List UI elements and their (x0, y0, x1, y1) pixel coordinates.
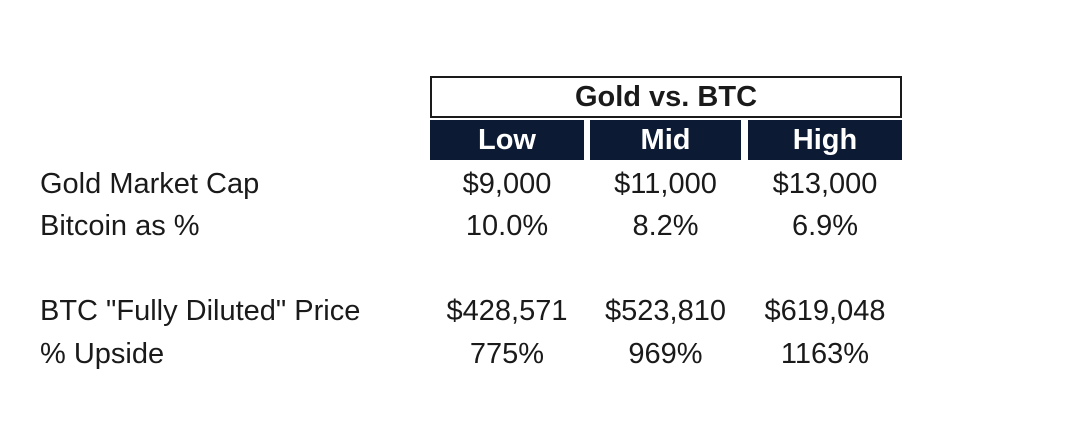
cell-high: $13,000 (772, 168, 878, 200)
column-header-high: High (748, 120, 902, 160)
column-header-row: Low Mid High (0, 120, 1074, 160)
cell-mid: $11,000 (614, 168, 717, 200)
table-title: Gold vs. BTC (430, 76, 902, 118)
cell-low: $9,000 (462, 168, 552, 200)
row-label: Bitcoin as % (40, 210, 200, 242)
row-label: % Upside (40, 338, 165, 370)
column-header-mid: Mid (590, 120, 741, 160)
cell-low: 775% (469, 338, 545, 370)
table-row-gold-market-cap: Gold Market Cap $9,000 $11,000 $13,000 (0, 164, 1074, 204)
row-label: BTC "Fully Diluted" Price (40, 295, 361, 327)
cell-low: $428,571 (446, 295, 568, 327)
table-row-percent-upside: % Upside 775% 969% 1163% (0, 334, 1074, 374)
cell-high: $619,048 (764, 295, 886, 327)
cell-mid: 8.2% (632, 210, 699, 242)
cell-high: 1163% (780, 338, 870, 370)
cell-high: 6.9% (791, 210, 859, 242)
cell-mid: 969% (628, 338, 703, 370)
cell-low: 10.0% (465, 210, 549, 242)
table-row-bitcoin-percent: Bitcoin as % 10.0% 8.2% 6.9% (0, 206, 1074, 246)
cell-mid: $523,810 (605, 295, 726, 327)
table-row-btc-fully-diluted-price: BTC "Fully Diluted" Price $428,571 $523,… (0, 291, 1074, 331)
column-header-low: Low (430, 120, 584, 160)
row-label: Gold Market Cap (40, 168, 260, 200)
